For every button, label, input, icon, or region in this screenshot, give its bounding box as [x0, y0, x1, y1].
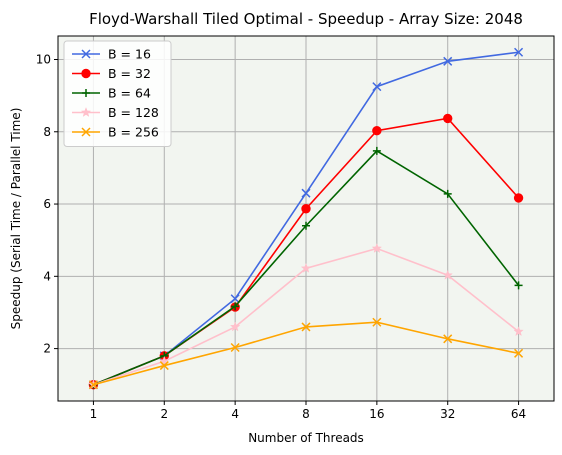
legend-item: B = 256: [72, 125, 159, 140]
legend-item: B = 64: [72, 86, 151, 101]
legend-marker: [81, 49, 91, 59]
data-point: [443, 113, 453, 124]
y-tick-label: 6: [43, 197, 51, 211]
x-axis-label: Number of Threads: [248, 431, 364, 445]
data-point: [231, 302, 240, 311]
data-point: [88, 380, 98, 390]
legend-label: B = 16: [108, 47, 151, 62]
legend-label: B = 64: [108, 86, 151, 101]
data-point: [514, 348, 524, 358]
data-point: [514, 281, 523, 290]
data-point: [301, 322, 311, 332]
x-tick-label: 4: [231, 407, 239, 421]
y-tick-label: 4: [43, 269, 51, 283]
data-point: [302, 221, 310, 230]
y-tick-label: 10: [36, 52, 51, 66]
data-point: [159, 355, 170, 366]
legend-item: B = 128: [72, 105, 159, 120]
x-tick-label: 32: [440, 407, 455, 421]
legend-marker: [81, 68, 91, 79]
data-point: [230, 342, 240, 353]
y-tick-label: 2: [43, 342, 51, 356]
axis-ticks: 1 2 4 8 16 32 64 2 4 6 8 10: [36, 52, 526, 421]
data-point: [443, 189, 452, 198]
series-b-256: [88, 317, 524, 390]
legend-marker: [80, 106, 92, 117]
data-point: [372, 146, 381, 155]
legend: B = 16 B = 32 B = 64 B = 128 B = 256: [63, 40, 172, 147]
legend-label: B = 32: [108, 66, 151, 81]
legend-box: [63, 40, 172, 147]
data-point: [443, 56, 453, 66]
x-tick-label: 8: [302, 407, 310, 421]
chart-title: Floyd-Warshall Tiled Optimal - Speedup -…: [89, 10, 523, 28]
x-tick-label: 64: [511, 407, 526, 421]
legend-label: B = 128: [108, 105, 159, 120]
legend-item: B = 16: [72, 47, 151, 62]
legend-marker: [81, 127, 91, 137]
data-point: [514, 47, 524, 57]
data-point: [372, 82, 382, 92]
data-point: [372, 125, 382, 136]
data-point: [229, 321, 241, 332]
data-point: [443, 334, 453, 344]
y-tick-label: 8: [43, 125, 51, 139]
x-tick-label: 2: [160, 407, 168, 421]
legend-label: B = 256: [108, 125, 159, 140]
data-point: [372, 317, 382, 327]
data-point: [159, 361, 169, 371]
legend-marker: [82, 89, 90, 97]
data-point: [371, 242, 383, 253]
data-point: [513, 326, 524, 337]
data-point: [300, 262, 312, 273]
y-axis-label: Speedup (Serial Time / Parallel Time): [9, 108, 23, 330]
series-layer: [88, 47, 524, 390]
data-point: [301, 188, 311, 198]
legend-item: B = 32: [72, 66, 151, 81]
x-tick-label: 16: [369, 407, 384, 421]
data-point: [301, 204, 311, 214]
data-point: [442, 269, 453, 280]
x-tick-label: 1: [90, 407, 98, 421]
data-point: [230, 294, 240, 304]
data-point: [513, 193, 524, 203]
